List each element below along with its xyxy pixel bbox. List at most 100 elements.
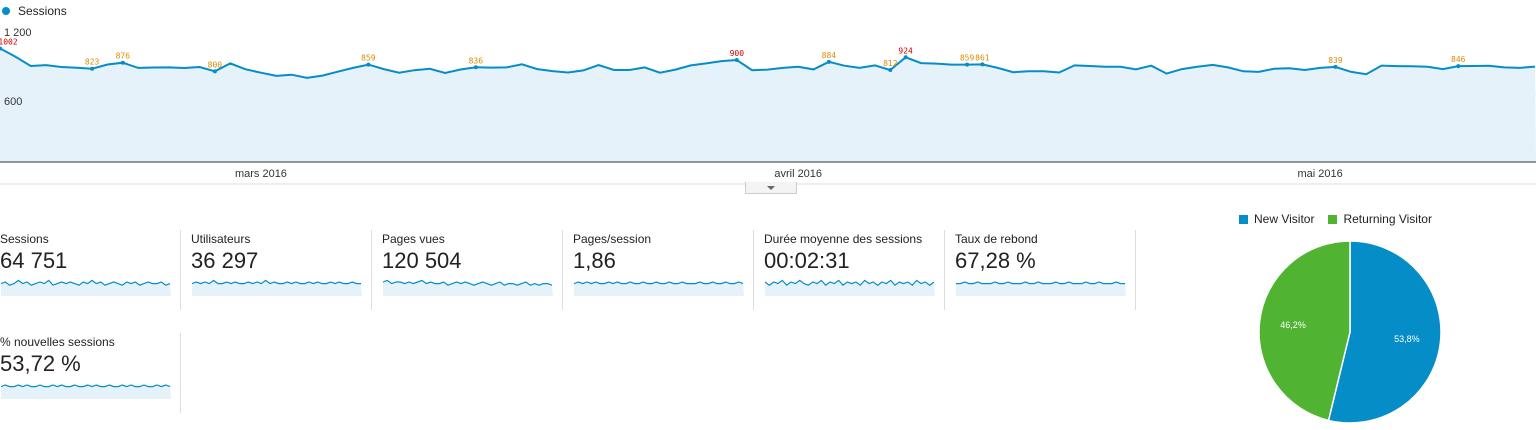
divider	[1135, 230, 1136, 310]
data-point[interactable]	[212, 69, 217, 74]
metric-label: Sessions	[0, 232, 49, 246]
metric-users[interactable]: Utilisateurs 36 297	[191, 230, 372, 310]
pie-legend-item-returning[interactable]: Returning Visitor	[1328, 212, 1432, 226]
peak-value-label: 800	[208, 60, 223, 69]
data-point[interactable]	[366, 62, 371, 67]
sessions-line	[0, 47, 1536, 79]
sparkline	[956, 281, 1126, 296]
divider	[562, 230, 563, 310]
sparkline-line	[383, 279, 553, 286]
collapse-chart-toggle[interactable]	[745, 182, 797, 194]
x-tick-label: avril 2016	[774, 168, 822, 180]
data-point[interactable]	[1456, 64, 1461, 69]
data-point[interactable]	[826, 59, 831, 64]
chevron-down-icon	[767, 185, 775, 190]
peak-value-label: 836	[469, 56, 484, 65]
sparkline-line	[192, 279, 361, 285]
metric-value: 53,72 %	[0, 351, 81, 376]
metric-value: 120 504	[382, 248, 462, 273]
peak-value-label: 1002	[0, 37, 18, 46]
metric-bounce-rate[interactable]: Taux de rebond 67,28 %	[955, 230, 1136, 310]
metric-value: 64 751	[0, 248, 68, 273]
sparkline	[1, 279, 171, 296]
divider	[371, 230, 372, 310]
sparkline-line	[1, 384, 171, 388]
x-tick-label: mars 2016	[235, 168, 287, 180]
peak-value-label: 846	[1451, 55, 1466, 64]
sparkline-line	[956, 281, 1125, 285]
metric-sessions[interactable]: Sessions 64 751	[0, 230, 181, 310]
visitor-type-pie-chart: 53,8% 46,2%	[1258, 240, 1442, 424]
sparkline-area	[192, 280, 362, 296]
data-point[interactable]	[903, 55, 908, 60]
sparkline-area	[383, 280, 553, 296]
data-point[interactable]	[965, 62, 970, 67]
sessions-area	[0, 48, 1536, 162]
sparkline-line	[765, 279, 935, 287]
y-tick-label: 1 200	[4, 27, 32, 39]
metric-pageviews[interactable]: Pages vues 120 504	[382, 230, 563, 310]
y-tick-label: 600	[4, 96, 22, 108]
metric-label: Utilisateurs	[191, 232, 251, 246]
sessions-legend-dot	[2, 7, 10, 15]
metric-label: Pages vues	[382, 232, 445, 246]
metric-label: Pages/session	[573, 232, 652, 246]
metric-value: 36 297	[191, 248, 259, 273]
metric-value: 67,28 %	[955, 248, 1036, 273]
data-point[interactable]	[0, 46, 2, 51]
sparkline	[765, 279, 935, 296]
legend-swatch	[1239, 214, 1248, 224]
legend-swatch	[1328, 214, 1338, 224]
peak-value-label: 859	[361, 54, 376, 63]
pie-slice-new-visitor[interactable]	[1327, 240, 1442, 424]
sparkline-line	[1, 279, 171, 286]
peak-value-label: 884	[822, 51, 837, 60]
sessions-chart: 1 200 600 mars 2016 avril 2016 mai 2016 1002 8…	[0, 27, 1536, 185]
sparkline	[574, 281, 744, 296]
peak-value-label: 900	[730, 49, 745, 58]
divider	[753, 230, 754, 310]
divider	[180, 230, 181, 310]
metric-label: Taux de rebond	[955, 232, 1038, 246]
peak-value-label: 924	[898, 46, 913, 55]
metric-avg-session-duration[interactable]: Durée moyenne des sessions 00:02:31	[764, 230, 945, 310]
pie-legend: New Visitor Returning Visitor	[1239, 212, 1432, 226]
peak-value-label: 861	[975, 53, 990, 62]
peak-value-label: 812	[883, 59, 898, 68]
sparkline	[192, 279, 362, 296]
sessions-legend-label: Sessions	[18, 4, 67, 18]
pie-slice-label: 46,2%	[1280, 320, 1306, 330]
sparkline-area	[1, 280, 171, 296]
metric-value: 1,86	[573, 248, 616, 273]
metric-label: % nouvelles sessions	[0, 335, 115, 349]
data-point[interactable]	[734, 58, 739, 62]
sparkline-area	[574, 282, 744, 296]
chart-legend[interactable]: Sessions	[2, 4, 67, 18]
sparkline	[383, 279, 553, 296]
pie-slice-returning-visitor[interactable]	[1258, 240, 1351, 422]
sparkline	[1, 384, 171, 399]
peak-value-label: 823	[85, 58, 100, 67]
sparkline-area	[1, 385, 171, 399]
data-point[interactable]	[120, 60, 125, 65]
divider	[180, 333, 181, 413]
pie-legend-label: Returning Visitor	[1343, 212, 1432, 226]
sparkline-line	[574, 281, 744, 285]
data-point[interactable]	[90, 66, 95, 71]
divider	[944, 230, 945, 310]
data-point[interactable]	[1333, 64, 1338, 69]
metric-new-sessions[interactable]: % nouvelles sessions 53,72 %	[0, 333, 181, 413]
peak-value-label: 859	[960, 54, 975, 63]
metric-value: 00:02:31	[764, 248, 850, 273]
data-point[interactable]	[980, 62, 985, 67]
pie-slice-label: 53,8%	[1394, 334, 1420, 344]
data-point[interactable]	[473, 65, 478, 70]
pie-legend-label: New Visitor	[1254, 212, 1315, 226]
data-point[interactable]	[888, 67, 893, 72]
sparkline-area	[765, 280, 935, 296]
peak-value-label: 876	[116, 52, 131, 61]
x-tick-label: mai 2016	[1297, 168, 1342, 180]
metric-pages-per-session[interactable]: Pages/session 1,86	[573, 230, 754, 310]
sparkline-area	[956, 282, 1126, 296]
pie-legend-item-new[interactable]: New Visitor	[1239, 212, 1314, 226]
